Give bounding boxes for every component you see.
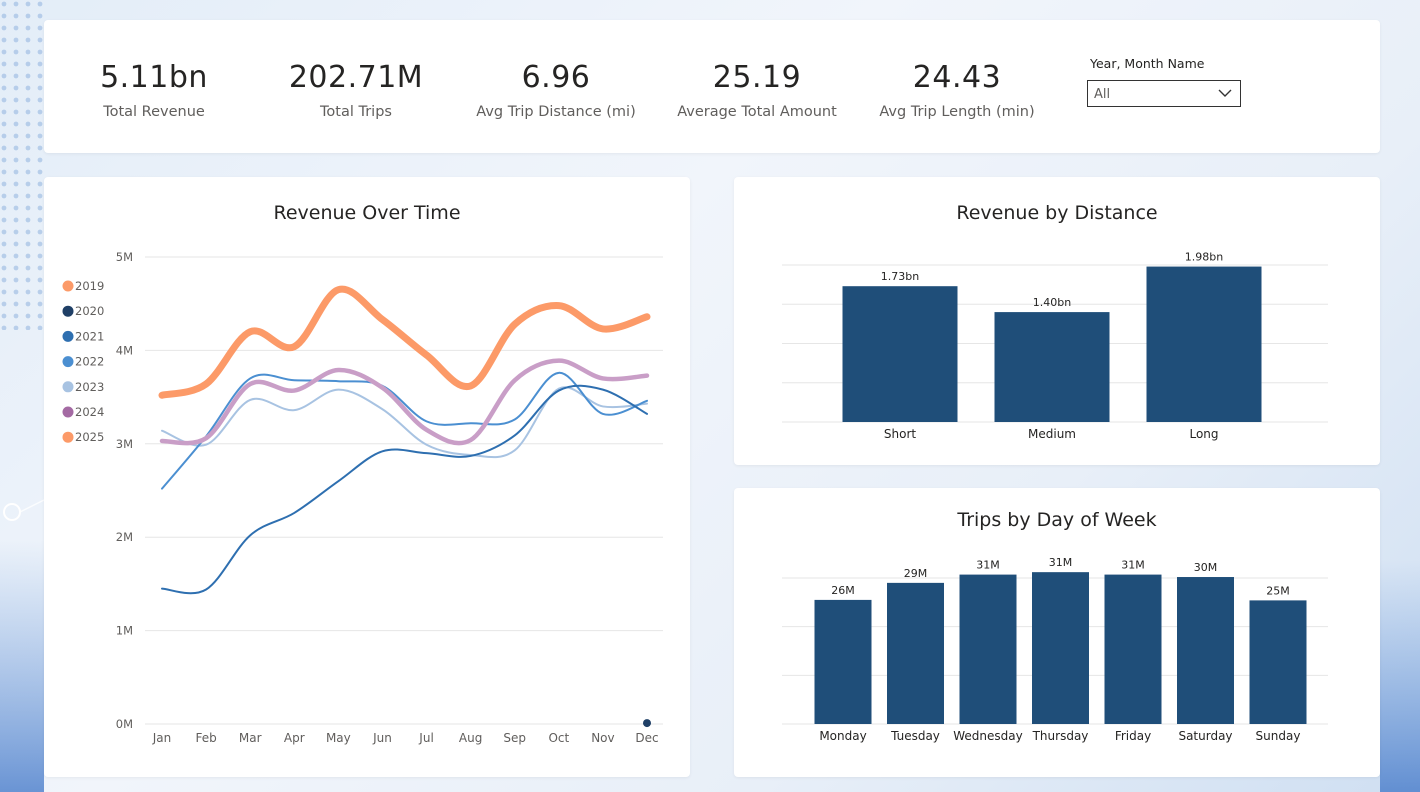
legend-marker-2025	[62, 431, 74, 443]
legend-marker-2023	[62, 381, 74, 393]
kpi-value: 25.19	[712, 60, 802, 95]
x-tick-label: Thursday	[1032, 729, 1089, 743]
chart-title: Revenue Over Time	[273, 202, 461, 224]
legend-label: 2023	[75, 380, 104, 394]
x-tick-label: May	[326, 731, 351, 745]
y-tick-label: 3M	[116, 437, 133, 451]
kpi-average-total-amount: 25.19 Average Total Amount	[657, 58, 857, 120]
y-tick-label: 2M	[116, 530, 133, 544]
x-tick-label: Feb	[195, 731, 216, 745]
legend-marker-2021	[62, 330, 74, 342]
x-tick-label: Oct	[548, 731, 569, 745]
data-label: 26M	[831, 584, 855, 597]
data-label: 1.73bn	[881, 270, 919, 283]
legend-marker-2020	[62, 305, 74, 317]
legend-label: 2021	[75, 329, 104, 343]
x-tick-label: Monday	[819, 729, 866, 743]
legend-label: 2022	[75, 355, 104, 369]
kpi-value: 202.71M	[288, 60, 424, 95]
kpi-value: 24.43	[912, 60, 1002, 95]
kpi-label: Total Revenue	[103, 104, 205, 120]
kpi-value: 5.11bn	[100, 60, 208, 95]
x-tick-label: Aug	[459, 731, 482, 745]
bar-wednesday	[959, 574, 1017, 724]
bar-friday	[1104, 574, 1162, 724]
series-line-2019	[158, 285, 651, 399]
x-tick-label: Short	[884, 427, 916, 441]
bar-thursday	[1032, 572, 1089, 724]
slicer-title: Year, Month Name	[1090, 56, 1205, 71]
data-label: 30M	[1194, 561, 1218, 574]
bar-short	[842, 286, 958, 422]
revenue-by-distance-card: Revenue by Distance 1.73bn Short 1.40bn Med…	[734, 177, 1380, 465]
y-tick-label: 4M	[116, 343, 133, 357]
trips-by-day-of-week-card: Trips by Day of Week 26M Monday 29M Tuesday…	[734, 488, 1380, 777]
bar-saturday	[1177, 577, 1234, 724]
revenue-by-distance-chart: 1.73bn Short 1.40bn Medium 1.98bn Long	[782, 251, 1328, 441]
chart-title: Revenue by Distance	[956, 202, 1158, 224]
series-line-2023	[161, 386, 648, 459]
revenue-over-time-card: Revenue Over Time 0M 1M 2M 3M 4M 5M Jan Feb Mar A…	[44, 177, 690, 777]
legend-marker-2024	[62, 406, 74, 418]
year-month-slicer-dropdown[interactable]: All	[1087, 80, 1241, 107]
kpi-label: Total Trips	[320, 104, 392, 120]
trips-by-day-of-week-chart: 26M Monday 29M Tuesday 31M Wednesday 31M Thursd…	[782, 556, 1328, 743]
bar-long	[1146, 266, 1262, 422]
kpi-total-trips: 202.71M Total Trips	[256, 58, 456, 120]
kpi-avg-trip-length: 24.43 Avg Trip Length (min)	[857, 58, 1057, 120]
bar-sunday	[1249, 600, 1307, 724]
x-tick-label: Medium	[1028, 427, 1076, 441]
kpi-avg-trip-distance: 6.96 Avg Trip Distance (mi)	[456, 58, 656, 120]
x-tick-label: Long	[1189, 427, 1218, 441]
legend-label: 2025	[75, 430, 104, 444]
series-line-2024	[159, 358, 650, 446]
kpi-card: 5.11bn Total Revenue 202.71M Total Trips…	[44, 20, 1380, 153]
data-label: 31M	[976, 559, 1000, 572]
slicer-selected-value: All	[1094, 87, 1111, 102]
x-tick-label: Mar	[239, 731, 262, 745]
data-label: 1.40bn	[1033, 296, 1071, 309]
data-label: 25M	[1266, 584, 1290, 597]
x-tick-label: Sep	[503, 731, 526, 745]
series-line-2022	[161, 371, 648, 490]
x-tick-label: Nov	[591, 731, 614, 745]
legend-label: 2020	[75, 304, 104, 318]
kpi-label: Average Total Amount	[677, 104, 837, 120]
bar-monday	[814, 599, 872, 724]
kpi-label: Avg Trip Length (min)	[879, 104, 1035, 120]
legend-label: 2019	[75, 279, 104, 293]
data-label: 1.98bn	[1185, 251, 1223, 264]
x-tick-label: Tuesday	[890, 729, 940, 743]
series-line-2021	[161, 384, 648, 595]
x-tick-label: Sunday	[1256, 729, 1301, 743]
revenue-over-time-chart: 0M 1M 2M 3M 4M 5M Jan Feb Mar Apr May Jun Jul Aug Sep O…	[62, 250, 663, 745]
x-tick-label: Apr	[284, 731, 305, 745]
legend-marker-2019	[62, 280, 74, 292]
y-tick-label: 0M	[116, 717, 133, 731]
bar-tuesday	[887, 582, 944, 724]
x-tick-label: Friday	[1115, 729, 1151, 743]
kpi-value: 6.96	[521, 60, 591, 95]
chart-title: Trips by Day of Week	[957, 509, 1157, 531]
kpi-total-revenue: 5.11bn Total Revenue	[54, 58, 254, 120]
y-tick-label: 1M	[116, 624, 133, 638]
bar-medium	[994, 312, 1110, 422]
legend-marker-2022	[62, 356, 74, 368]
x-tick-label: Jan	[152, 731, 172, 745]
data-label: 29M	[904, 567, 928, 580]
kpi-label: Avg Trip Distance (mi)	[476, 104, 636, 120]
x-tick-label: Saturday	[1178, 729, 1232, 743]
series-point-2020	[643, 719, 651, 728]
data-label: 31M	[1121, 559, 1145, 572]
x-tick-label: Jun	[372, 731, 392, 745]
x-tick-label: Dec	[635, 731, 658, 745]
x-tick-label: Wednesday	[953, 729, 1022, 743]
legend-label: 2024	[75, 405, 104, 419]
x-tick-label: Jul	[418, 731, 433, 745]
data-label: 31M	[1049, 556, 1073, 569]
chevron-down-icon	[1218, 89, 1232, 97]
y-tick-label: 5M	[116, 250, 133, 264]
